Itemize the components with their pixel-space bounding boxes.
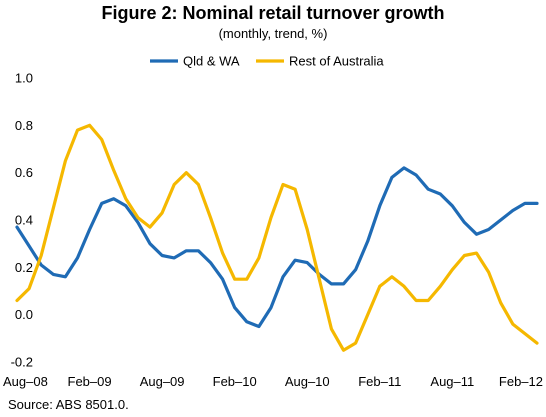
y-tick-label: 0.0 [15, 307, 33, 322]
y-tick-label: 1.0 [15, 71, 33, 86]
series-line-1 [15, 123, 539, 352]
x-tick-label: Aug–09 [140, 374, 185, 389]
legend: Qld & WA Rest of Australia [150, 54, 384, 69]
x-tick-label: Aug–10 [285, 374, 330, 389]
x-tick-label: Feb–09 [68, 374, 112, 389]
x-tick-label: Feb–10 [213, 374, 257, 389]
y-tick-label: -0.2 [11, 355, 33, 370]
x-tick-label: Feb–11 [358, 374, 401, 389]
legend-label: Rest of Australia [289, 54, 384, 69]
chart-subtitle: (monthly, trend, %) [218, 26, 328, 41]
y-axis: -0.2 0.0 0.2 0.4 0.6 0.8 1.0 [11, 71, 33, 370]
y-tick-label: 0.2 [15, 260, 33, 275]
y-tick-label: 0.4 [15, 213, 33, 228]
chart-title: Figure 2: Nominal retail turnover growth [101, 3, 445, 23]
x-tick-label: Feb–12 [499, 374, 543, 389]
x-tick-label: Aug–11 [430, 374, 474, 389]
y-tick-label: 0.6 [15, 165, 33, 180]
legend-label: Qld & WA [183, 54, 240, 69]
series-line-0 [15, 166, 539, 329]
y-tick-label: 0.8 [15, 118, 33, 133]
x-tick-label: Aug–08 [3, 374, 48, 389]
series-layer [15, 123, 539, 352]
chart-source: Source: ABS 8501.0. [8, 397, 129, 412]
x-axis: Aug–08 Feb–09 Aug–09 Feb–10 Aug–10 Feb–11 Aug–… [3, 374, 543, 389]
